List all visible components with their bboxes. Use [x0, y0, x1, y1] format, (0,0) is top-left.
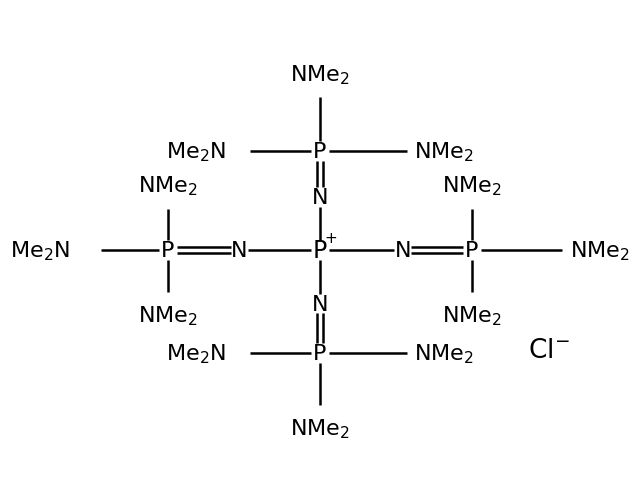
Text: P: P: [161, 240, 175, 261]
Text: NMe$_2$: NMe$_2$: [414, 342, 474, 365]
Text: Me$_2$N: Me$_2$N: [166, 140, 226, 163]
Text: NMe$_2$: NMe$_2$: [290, 63, 350, 86]
Text: +: +: [324, 230, 337, 245]
Text: NMe$_2$: NMe$_2$: [138, 304, 198, 328]
Text: N: N: [312, 294, 328, 314]
Text: Me$_2$N: Me$_2$N: [166, 342, 226, 365]
Text: Cl$^{-}$: Cl$^{-}$: [528, 337, 570, 363]
Text: N: N: [231, 240, 248, 261]
Text: P: P: [314, 343, 326, 363]
Text: P: P: [465, 240, 479, 261]
Text: NMe$_2$: NMe$_2$: [290, 416, 350, 440]
Text: Me$_2$N: Me$_2$N: [10, 238, 70, 263]
Text: NMe$_2$: NMe$_2$: [414, 140, 474, 163]
Text: N: N: [312, 188, 328, 208]
Text: N: N: [394, 240, 411, 261]
Text: NMe$_2$: NMe$_2$: [138, 174, 198, 198]
Text: NMe$_2$: NMe$_2$: [442, 304, 502, 328]
Text: P: P: [314, 142, 326, 162]
Text: P: P: [313, 238, 327, 263]
Text: NMe$_2$: NMe$_2$: [570, 238, 630, 263]
Text: NMe$_2$: NMe$_2$: [442, 174, 502, 198]
